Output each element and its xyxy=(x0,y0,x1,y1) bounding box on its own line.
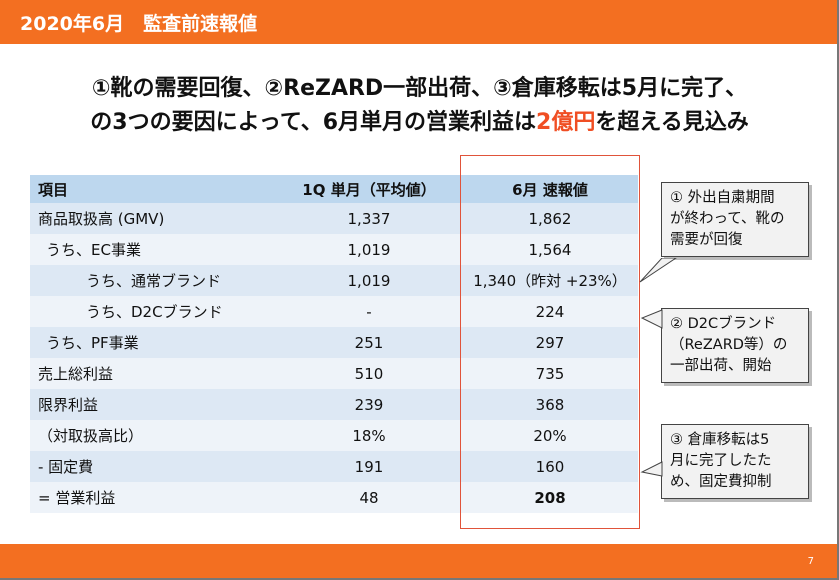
row-label: 売上総利益 xyxy=(38,365,114,383)
row-q1-value: - xyxy=(366,302,372,321)
callout-pointer-2 xyxy=(640,309,663,329)
slide-title: 2020年6月 監査前速報値 xyxy=(20,13,258,35)
row-q1-value: 239 xyxy=(354,395,384,414)
row-q1-value: 251 xyxy=(354,333,384,352)
row-q1-value: 18% xyxy=(352,426,386,445)
callout-warehouse-move: ③ 倉庫移転は5 月に完了したた め、固定費抑制 xyxy=(661,424,809,499)
row-june-value: 1,340（昨対 +23%） xyxy=(473,272,627,290)
row-june-value: 20% xyxy=(533,426,567,445)
table-header-row: 項目 1Q 単月（平均値） 6月 速報値 xyxy=(30,175,638,203)
row-q1-value: 191 xyxy=(354,457,384,476)
table-row: 限界利益 239 368 xyxy=(30,389,638,420)
header-q1-monthly: 1Q 単月（平均値） xyxy=(276,175,462,203)
row-q1-value: 1,019 xyxy=(347,271,391,290)
table-row: うち、EC事業 1,019 1,564 xyxy=(30,234,638,265)
headline-line-2: の3つの要因によって、6月単月の営業利益は2億円を超える見込み xyxy=(0,106,839,140)
row-label: うち、PF事業 xyxy=(46,334,139,352)
row-q1-value: 48 xyxy=(359,488,379,507)
table-row: = 営業利益 48 208 xyxy=(30,482,638,513)
table-row: 商品取扱高 (GMV) 1,337 1,862 xyxy=(30,203,638,234)
row-label: - 固定費 xyxy=(38,458,94,476)
table-row: 売上総利益 510 735 xyxy=(30,358,638,389)
row-label: 商品取扱高 (GMV) xyxy=(38,210,165,228)
table-row: （対取扱高比） 18% 20% xyxy=(30,420,638,451)
row-june-value: 160 xyxy=(535,457,565,476)
row-june-value: 368 xyxy=(535,395,565,414)
table-row: - 固定費 191 160 xyxy=(30,451,638,482)
header-item: 項目 xyxy=(30,175,276,203)
row-june-value: 735 xyxy=(535,364,565,383)
table-row: うち、通常ブランド 1,019 1,340（昨対 +23%） xyxy=(30,265,638,296)
row-q1-value: 510 xyxy=(354,364,384,383)
headline-accent-amount: 2億円 xyxy=(536,110,596,135)
callout-line: 一部出荷、開始 xyxy=(670,358,772,374)
row-label: = 営業利益 xyxy=(38,489,116,507)
page-number: 7 xyxy=(807,556,814,567)
callout-line: め、固定費抑制 xyxy=(670,474,772,490)
callout-line: が終わって、靴の xyxy=(670,211,785,227)
row-label: うち、通常ブランド xyxy=(86,272,222,290)
callout-line: ② D2Cブランド xyxy=(670,316,777,332)
row-label: （対取扱高比） xyxy=(38,427,144,445)
row-june-value: 297 xyxy=(535,333,565,352)
callout-pointer-3 xyxy=(640,461,663,477)
callout-line: ① 外出自粛期間 xyxy=(670,190,775,206)
headline-line-1: ①靴の需要回復、②ReZARD一部出荷、③倉庫移転は5月に完了、 xyxy=(91,76,748,101)
callout-line: （ReZARD等）の xyxy=(670,337,788,353)
header-june-preliminary: 6月 速報値 xyxy=(462,175,638,203)
table-row: うち、PF事業 251 297 xyxy=(30,327,638,358)
headline: ①靴の需要回復、②ReZARD一部出荷、③倉庫移転は5月に完了、 の3つの要因に… xyxy=(0,72,839,140)
row-june-value: 224 xyxy=(535,302,565,321)
financial-table: 項目 1Q 単月（平均値） 6月 速報値 商品取扱高 (GMV) 1,337 1… xyxy=(30,175,638,513)
callout-line: 月に完了したた xyxy=(670,453,772,469)
callout-pointer-1 xyxy=(639,258,677,283)
row-label: 限界利益 xyxy=(38,396,99,414)
slide-header: 2020年6月 監査前速報値 xyxy=(0,0,839,44)
callout-d2c-shipment: ② D2Cブランド （ReZARD等）の 一部出荷、開始 xyxy=(661,308,809,383)
callout-line: 需要が回復 xyxy=(670,232,743,248)
row-june-value: 208 xyxy=(534,488,566,507)
table-row: うち、D2Cブランド - 224 xyxy=(30,296,638,327)
slide-footer: 7 xyxy=(0,544,839,580)
headline-line-2-end: を超える見込み xyxy=(595,110,749,135)
row-q1-value: 1,337 xyxy=(347,209,391,228)
callout-shoe-demand: ① 外出自粛期間 が終わって、靴の 需要が回復 xyxy=(661,182,809,257)
headline-line-2-start: の3つの要因によって、6月単月の営業利益は xyxy=(90,110,537,135)
row-q1-value: 1,019 xyxy=(347,240,391,259)
row-label: うち、EC事業 xyxy=(46,241,141,259)
row-label: うち、D2Cブランド xyxy=(86,303,223,321)
row-june-value: 1,862 xyxy=(528,209,572,228)
callout-line: ③ 倉庫移転は5 xyxy=(670,432,770,448)
row-june-value: 1,564 xyxy=(528,240,572,259)
